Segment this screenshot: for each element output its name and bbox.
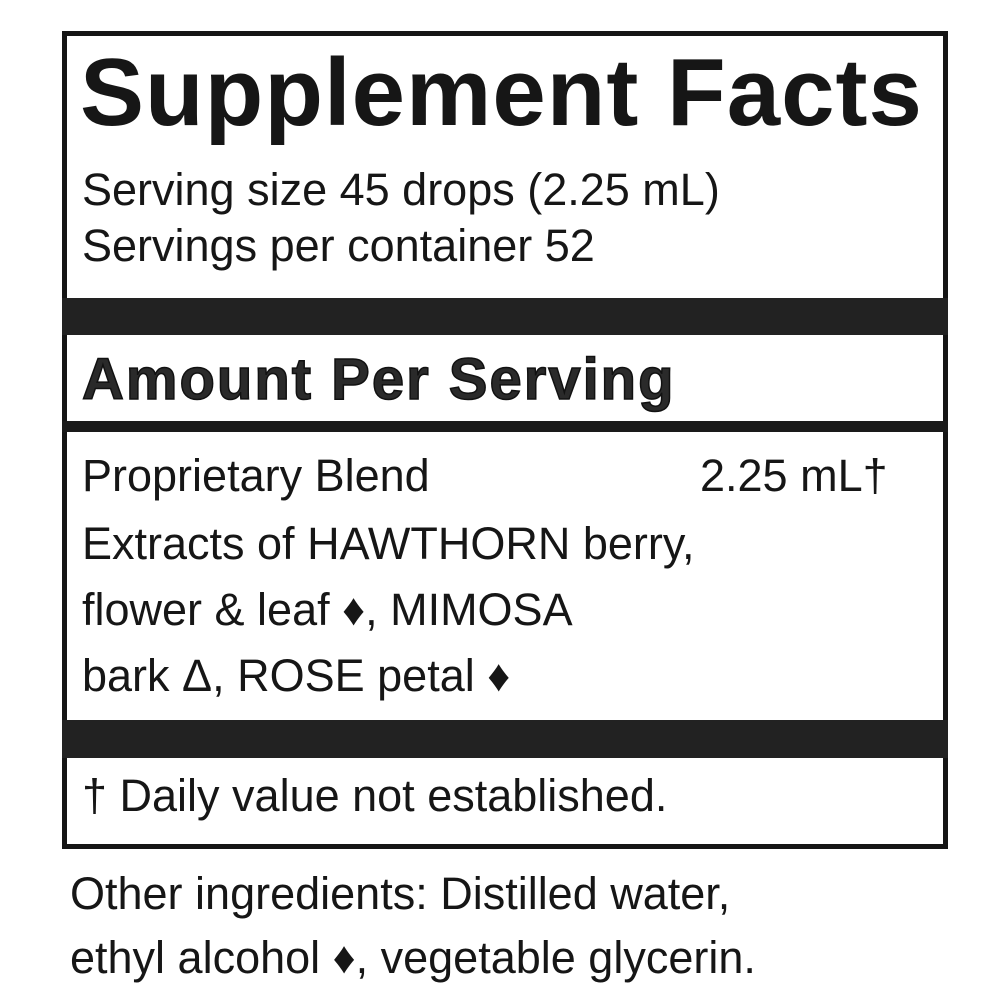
supplement-facts-panel [62,31,948,849]
amount-per-serving-header: Amount Per Serving [81,346,676,413]
thick-divider-top [62,298,948,335]
panel-title: Supplement Facts [80,39,923,146]
other-ingredients-line: Other ingredients: Distilled water, [70,868,731,919]
blend-line: Extracts of HAWTHORN berry, [82,518,695,569]
blend-line: bark Δ, ROSE petal ♦ [82,650,511,701]
blend-line: flower & leaf ♦, MIMOSA [82,584,573,635]
blend-amount: 2.25 mL† [700,450,888,501]
thick-divider-bottom [62,720,948,758]
servings-per-container: Servings per container 52 [82,220,595,271]
daily-value-footnote: † Daily value not established. [82,770,668,821]
serving-size: Serving size 45 drops (2.25 mL) [82,164,720,215]
medium-divider [62,421,948,432]
blend-name: Proprietary Blend [82,450,430,501]
other-ingredients-line: ethyl alcohol ♦, vegetable glycerin. [70,932,756,983]
